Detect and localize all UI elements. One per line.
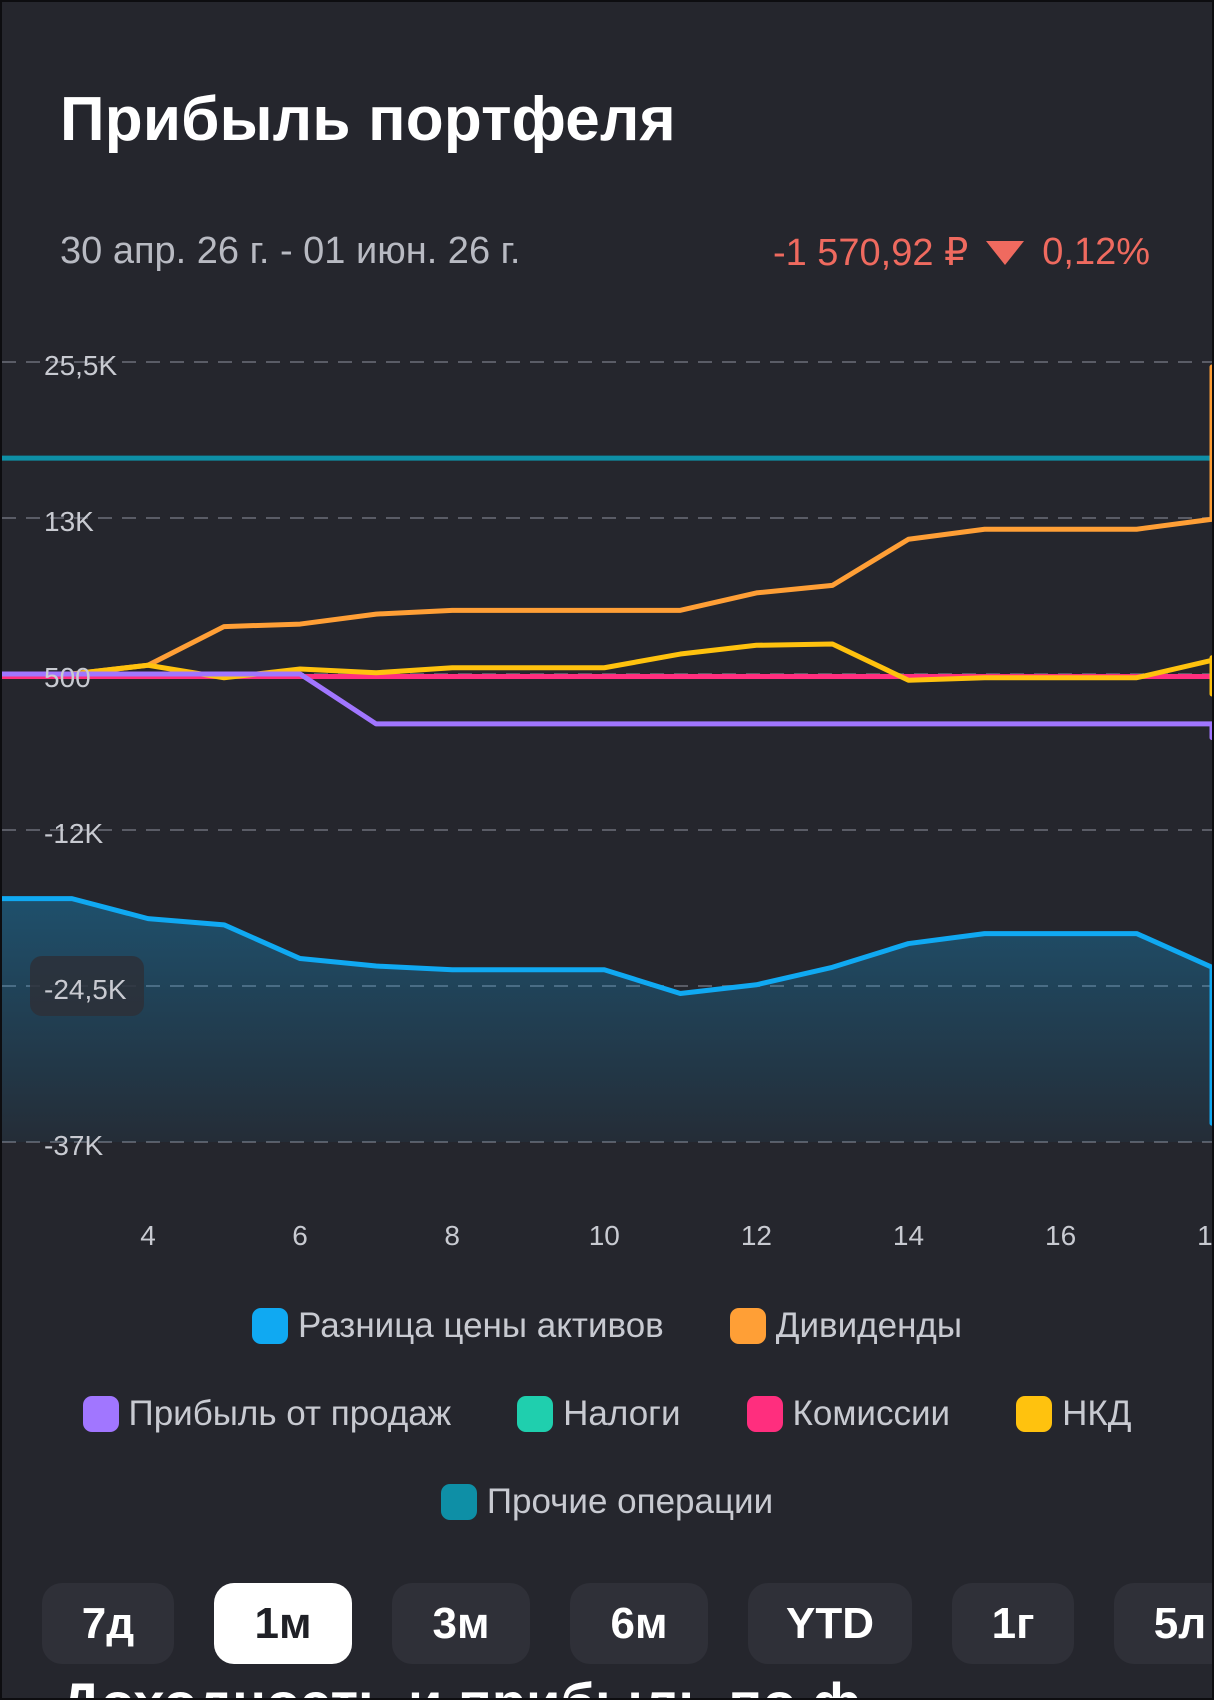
legend-swatch [440, 1484, 477, 1520]
y-tick-label: 500 [44, 662, 91, 693]
page-title: Прибыль портфеля [60, 85, 676, 154]
legend-label: Прочие операции [486, 1482, 774, 1521]
legend-label: Комиссии [792, 1394, 951, 1433]
y-axis-labels: 25,5K 13K 500 -12K -24,5K -37K [30, 350, 144, 1161]
y-tick-label: -12K [44, 818, 103, 849]
period-button[interactable]: 1м [214, 1583, 352, 1664]
x-tick-label: 10 [589, 1220, 620, 1251]
legend-row-2: Прибыль от продаж Налоги Комиссии НКД [0, 1394, 1214, 1434]
x-tick-label: 6 [292, 1220, 308, 1251]
x-axis-labels: 4681012141618202224262830 [140, 1220, 1214, 1251]
x-tick-label: 12 [741, 1220, 772, 1251]
legend-label: Налоги [563, 1394, 681, 1433]
legend-item[interactable]: Прочие операции [440, 1482, 774, 1522]
legend-swatch [1016, 1396, 1053, 1432]
period-button[interactable]: YTD [748, 1583, 912, 1664]
series-line [0, 641, 1214, 697]
legend-item[interactable]: Прибыль от продаж [82, 1394, 452, 1434]
x-tick-label: 8 [444, 1220, 460, 1251]
y-tick-label: 25,5K [44, 350, 117, 381]
y-label-highlight [30, 956, 144, 1016]
period-selector: 7д 1м 3м 6м YTD 1г 5л [42, 1583, 1214, 1664]
legend-label: НКД [1062, 1394, 1132, 1433]
legend-row-3: Прочие операции [0, 1482, 1214, 1522]
period-button[interactable]: 5л [1114, 1583, 1214, 1664]
y-tick-label: -37K [44, 1130, 103, 1161]
legend-swatch [82, 1396, 119, 1432]
legend-swatch [729, 1308, 766, 1344]
legend-swatch [252, 1308, 289, 1344]
legend-item[interactable]: Разница цены активов [252, 1306, 664, 1346]
legend-item[interactable]: Комиссии [746, 1394, 951, 1434]
next-section-title: Доходность и прибыль по ф [60, 1676, 1160, 1700]
x-tick-label: 14 [893, 1220, 924, 1251]
legend-row-1: Разница цены активов Дивиденды [0, 1306, 1214, 1346]
legend-label: Прибыль от продаж [128, 1394, 452, 1433]
series-line [0, 364, 1214, 677]
profit-chart[interactable]: 25,5K 13K 500 -12K -24,5K -37K 4 6 8 10 12 14 16 18 2… [0, 0, 1214, 1270]
period-button[interactable]: 1г [952, 1583, 1074, 1664]
total-change: -1 570,92 ₽ 0,12% [773, 230, 1150, 275]
legend-item[interactable]: Дивиденды [729, 1306, 962, 1346]
period-button[interactable]: 6м [570, 1583, 708, 1664]
legend-swatch [746, 1396, 783, 1432]
triangle-down-icon [986, 240, 1025, 265]
series-line [0, 671, 1214, 741]
y-tick-label: -24,5K [44, 974, 127, 1005]
period-button[interactable]: 3м [392, 1583, 530, 1664]
legend-label: Дивиденды [775, 1306, 962, 1345]
change-percent: 0,12% [1042, 231, 1150, 273]
x-tick-label: 4 [140, 1220, 156, 1251]
period-button[interactable]: 7д [42, 1583, 174, 1664]
legend-swatch [517, 1396, 554, 1432]
x-tick-label: 16 [1045, 1220, 1076, 1251]
legend-label: Разница цены активов [298, 1306, 664, 1345]
y-tick-label: 13K [44, 506, 94, 537]
legend-item[interactable]: НКД [1016, 1394, 1131, 1434]
legend-item[interactable]: Налоги [517, 1394, 681, 1434]
x-tick-label: 18 [1197, 1220, 1214, 1251]
change-amount: -1 570,92 ₽ [772, 232, 969, 274]
date-range: 30 апр. 26 г. - 01 июн. 26 г. [60, 230, 521, 272]
